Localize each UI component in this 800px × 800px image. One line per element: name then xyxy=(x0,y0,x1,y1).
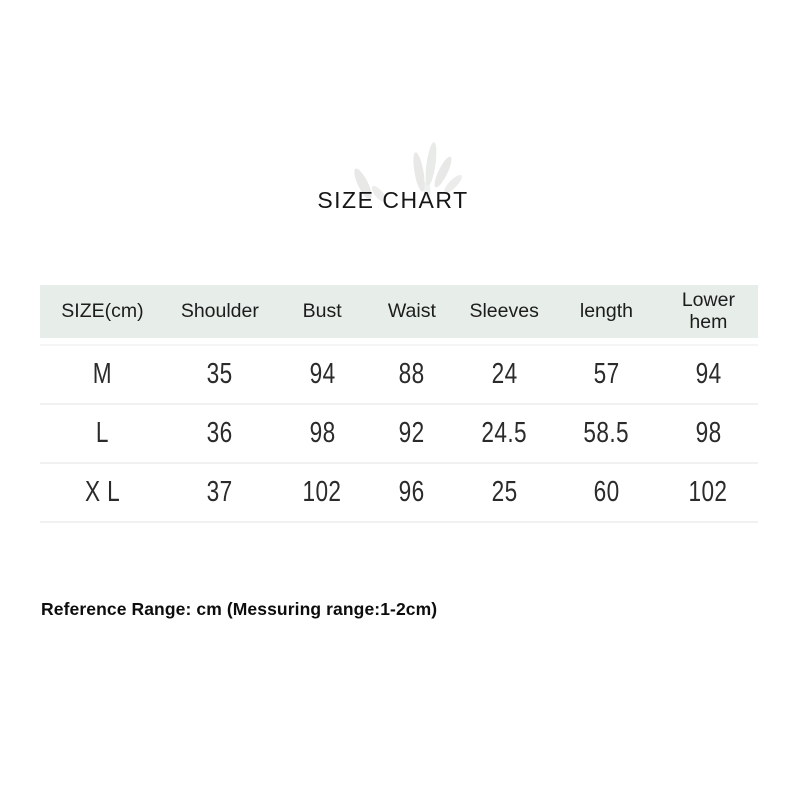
size-table: SIZE(cm) Shoulder Bust Waist Sleeves len… xyxy=(40,285,758,523)
sleeves-value: 24 xyxy=(491,358,518,390)
column-header-length: length xyxy=(579,299,634,322)
lower-hem-value: 102 xyxy=(688,476,728,508)
length-value: 57 xyxy=(593,358,620,390)
column-header-lower-hem: Lower hem xyxy=(681,289,735,333)
waist-value: 96 xyxy=(398,476,425,508)
size-label: X L xyxy=(84,476,121,508)
shoulder-value: 36 xyxy=(206,417,233,449)
size-table-body: M 35 94 88 24 57 94 L 36 98 92 24.5 58.5… xyxy=(40,344,758,523)
column-header-bust: Bust xyxy=(302,299,342,322)
lower-hem-value: 98 xyxy=(695,417,722,449)
bust-value: 98 xyxy=(309,417,336,449)
table-row-l: L 36 98 92 24.5 58.5 98 xyxy=(40,405,758,464)
sleeves-value: 24.5 xyxy=(481,417,527,449)
waist-value: 92 xyxy=(398,417,425,449)
bust-value: 94 xyxy=(309,358,336,390)
size-table-header-row: SIZE(cm) Shoulder Bust Waist Sleeves len… xyxy=(40,285,758,338)
size-label: L xyxy=(95,417,109,449)
waist-value: 88 xyxy=(398,358,425,390)
sleeves-value: 25 xyxy=(491,476,518,508)
shoulder-value: 37 xyxy=(206,476,233,508)
table-row-xl: X L 37 102 96 25 60 102 xyxy=(40,464,758,523)
column-header-sleeves: Sleeves xyxy=(469,299,539,322)
page-title: SIZE CHART xyxy=(317,187,469,213)
column-header-waist: Waist xyxy=(387,299,436,322)
shoulder-value: 35 xyxy=(206,358,233,390)
reference-range-note: Reference Range: cm (Messuring range:1-2… xyxy=(41,599,438,619)
length-value: 58.5 xyxy=(583,417,630,449)
bust-value: 102 xyxy=(302,476,342,508)
table-row-m: M 35 94 88 24 57 94 xyxy=(40,346,758,405)
length-value: 60 xyxy=(593,476,620,508)
size-label: M xyxy=(92,358,113,390)
column-header-shoulder: Shoulder xyxy=(180,299,259,322)
column-header-size: SIZE(cm) xyxy=(61,299,144,322)
lower-hem-value: 94 xyxy=(695,358,722,390)
